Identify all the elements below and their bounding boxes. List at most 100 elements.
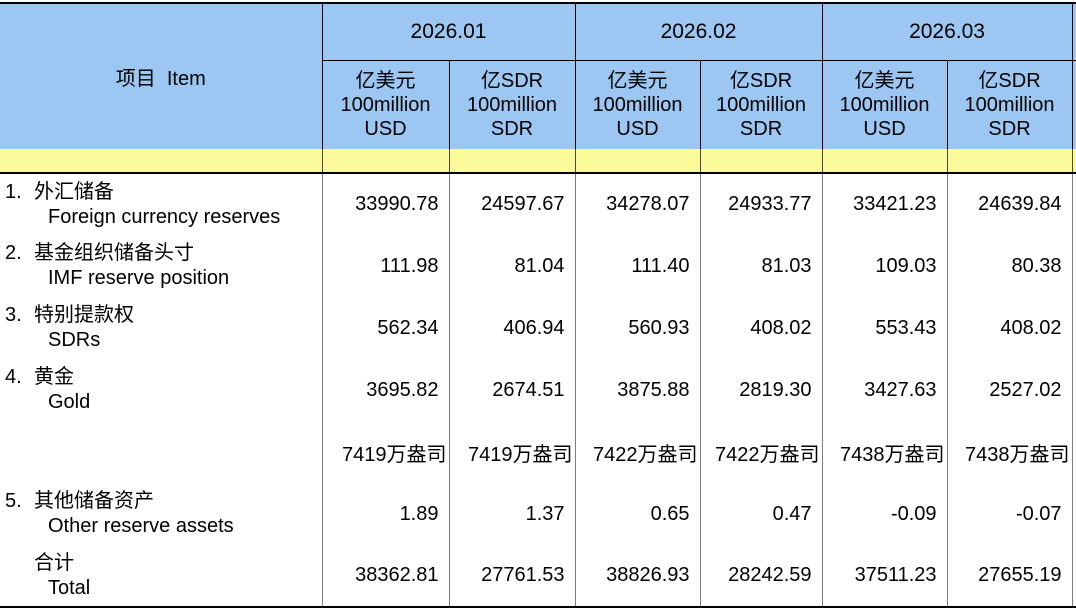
band-cell: [946, 149, 1073, 174]
cell-value: 1.89: [321, 483, 449, 545]
cell-value-ounces: 7419万盎司: [448, 421, 576, 483]
cell-value: -0.09: [821, 483, 948, 545]
row-label-cn: 其他储备资产: [34, 490, 154, 512]
band-cell: [821, 149, 948, 174]
cell-value-ounces: 7438万盎司: [821, 421, 948, 483]
yellow-separator-row: [0, 149, 1076, 174]
cell-value: -0.07: [946, 483, 1073, 545]
cell-value: 81.03: [699, 235, 823, 297]
unit-line-cn: 亿SDR: [480, 70, 544, 92]
unit-header-sdr-2: 亿SDR 100million SDR: [699, 60, 823, 149]
row-item-label: 2. 基金组织储备头寸 IMF reserve position: [0, 235, 322, 297]
row-item-label: 1. 外汇储备 Foreign currency reserves: [0, 173, 322, 235]
cutoff-column-sliver: [1071, 297, 1076, 359]
row-item-label: 4. 黄金 Gold: [0, 359, 322, 421]
cell-value: 0.47: [699, 483, 823, 545]
cutoff-column-sliver: [1071, 483, 1076, 545]
month-header-3: 2026.03: [821, 3, 1073, 61]
cell-value: 0.65: [574, 483, 701, 545]
cell-value: 38826.93: [574, 545, 701, 607]
row-label-cn: 外汇储备: [34, 180, 114, 203]
row-number: 2.: [5, 242, 22, 264]
row-label-cn: 黄金: [34, 366, 74, 388]
unit-header-usd-3: 亿美元 100million USD: [821, 60, 948, 149]
table-row-imf-reserve-position: 2. 基金组织储备头寸 IMF reserve position 111.98 …: [0, 235, 1076, 297]
unit-line-currency: SDR: [988, 118, 1031, 140]
table-row-gold: 4. 黄金 Gold 3695.82 2674.51 3875.88 2819.…: [0, 359, 1076, 421]
cell-value: 2527.02: [946, 359, 1073, 421]
unit-line-currency: SDR: [739, 118, 783, 140]
unit-line-cn: 亿SDR: [978, 70, 1041, 92]
cell-value: 24639.84: [946, 173, 1073, 235]
unit-line-scale: 100million: [715, 94, 807, 116]
band-cell: [699, 149, 823, 174]
unit-line-cn: 亿美元: [607, 70, 668, 92]
cell-value: 560.93: [574, 297, 701, 359]
cutoff-column-sliver: [1071, 149, 1076, 174]
row-number: 3.: [5, 304, 22, 326]
band-cell: [0, 149, 322, 174]
cell-value: 34278.07: [574, 173, 701, 235]
cell-value: 38362.81: [321, 545, 449, 607]
table-row-sdrs: 3. 特别提款权 SDRs 562.34 406.94 560.93 408.0…: [0, 297, 1076, 359]
unit-line-scale: 100million: [466, 94, 558, 116]
table-row-foreign-currency-reserves: 1. 外汇储备 Foreign currency reserves 33990.…: [0, 173, 1076, 235]
unit-header-sdr-1: 亿SDR 100million SDR: [448, 60, 576, 149]
cell-value: 3875.88: [574, 359, 701, 421]
row-label-en: SDRs: [48, 329, 101, 351]
item-column-header: 项目 Item: [0, 3, 323, 149]
row-label-en: Foreign currency reserves: [48, 205, 281, 228]
row-number: 4.: [5, 366, 22, 388]
cell-value-ounces: 7422万盎司: [574, 421, 701, 483]
unit-line-scale: 100million: [340, 94, 431, 116]
cell-value: 408.02: [946, 297, 1073, 359]
cutoff-column-sliver: [1071, 235, 1076, 297]
row-item-label: [0, 421, 322, 483]
band-cell: [448, 149, 576, 174]
cell-value: 1.37: [448, 483, 576, 545]
unit-line-currency: USD: [364, 118, 407, 140]
cell-value: 81.04: [448, 235, 576, 297]
cell-value: 33990.78: [321, 173, 449, 235]
cell-value: 80.38: [946, 235, 1073, 297]
row-number: 1.: [5, 180, 22, 203]
row-label-cn: 合计: [34, 551, 74, 574]
cutoff-column-sliver: [1071, 359, 1076, 421]
row-item-label: 3. 特别提款权 SDRs: [0, 297, 322, 359]
cell-value: 553.43: [821, 297, 948, 359]
header-unit-row: 亿美元 100million USD 亿SDR 100million SDR 亿…: [0, 60, 1076, 149]
row-number: 5.: [5, 490, 22, 512]
header-month-row: 项目 Item 2026.01 2026.02 2026.03: [0, 3, 1076, 149]
cell-value-ounces: 7419万盎司: [321, 421, 449, 483]
cell-value: 24933.77: [699, 173, 823, 235]
row-label-en: IMF reserve position: [48, 267, 230, 289]
cutoff-column-sliver: [1071, 3, 1076, 61]
cell-value: 2674.51: [448, 359, 576, 421]
cell-value: 27761.53: [448, 545, 576, 607]
row-item-label: 5. 其他储备资产 Other reserve assets: [0, 483, 322, 545]
cell-value: 27655.19: [946, 545, 1073, 607]
band-cell: [574, 149, 701, 174]
row-item-label: 合计 Total: [0, 545, 322, 607]
cell-value: 562.34: [321, 297, 449, 359]
unit-header-usd-1: 亿美元 100million USD: [321, 60, 449, 149]
band-cell: [321, 149, 449, 174]
row-label-en: Other reserve assets: [48, 515, 234, 537]
cell-value-ounces: 7422万盎司: [699, 421, 823, 483]
cutoff-column-sliver: [1071, 421, 1076, 483]
cell-value: 111.40: [574, 235, 701, 297]
unit-line-scale: 100million: [964, 94, 1055, 116]
unit-line-scale: 100million: [839, 94, 930, 116]
unit-line-scale: 100million: [592, 94, 683, 116]
cell-value: 24597.67: [448, 173, 576, 235]
cell-value: 111.98: [321, 235, 449, 297]
row-label-cn: 基金组织储备头寸: [34, 242, 194, 264]
cell-value: 2819.30: [699, 359, 823, 421]
cell-value: 28242.59: [699, 545, 823, 607]
row-label-en: Gold: [48, 391, 91, 413]
cell-value: 109.03: [821, 235, 948, 297]
cell-value: 408.02: [699, 297, 823, 359]
cell-value-ounces: 7438万盎司: [946, 421, 1073, 483]
cutoff-column-sliver: [1071, 545, 1076, 607]
cutoff-column-sliver: [1071, 173, 1076, 235]
